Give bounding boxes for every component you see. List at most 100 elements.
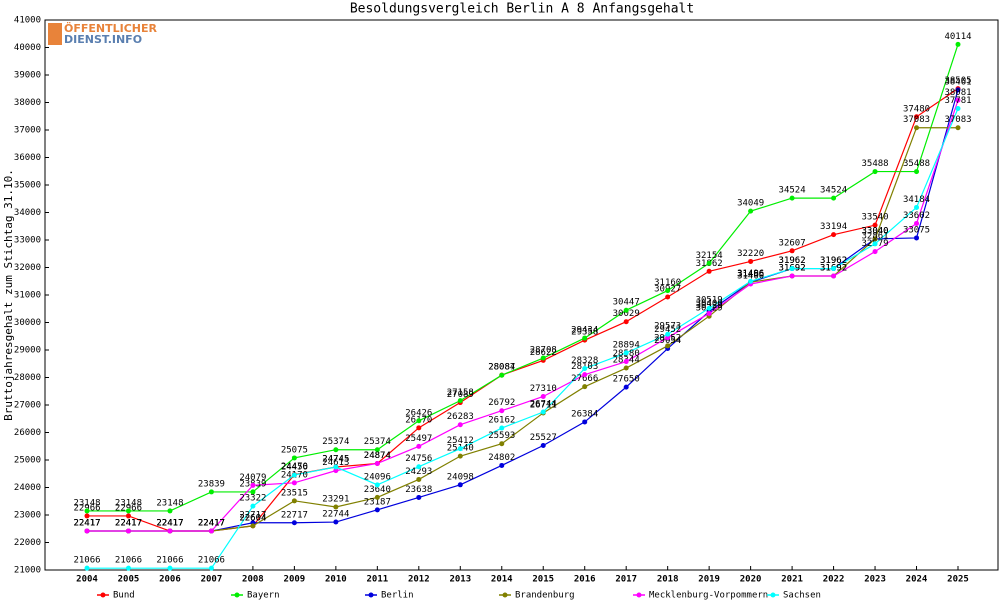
data-point xyxy=(540,393,546,399)
logo-text: ÖFFENTLICHER xyxy=(64,21,157,35)
data-point xyxy=(84,565,90,571)
data-label: 21066 xyxy=(73,556,100,566)
data-point xyxy=(250,523,256,529)
data-point xyxy=(333,447,339,453)
data-point xyxy=(914,220,920,226)
data-point xyxy=(457,482,463,488)
data-label: 22417 xyxy=(156,519,183,529)
data-point xyxy=(831,195,837,201)
data-point xyxy=(665,343,671,349)
data-point xyxy=(706,260,712,266)
data-label: 38505 xyxy=(944,76,971,86)
data-label: 23291 xyxy=(322,494,349,504)
x-tick-label: 2004 xyxy=(76,575,98,585)
data-label: 22417 xyxy=(73,519,100,529)
data-point xyxy=(333,519,339,525)
data-label: 28087 xyxy=(488,363,515,373)
data-point xyxy=(374,494,380,500)
x-tick-label: 2017 xyxy=(615,575,637,585)
data-point xyxy=(623,359,629,365)
data-label: 23322 xyxy=(239,494,266,504)
data-label: 31962 xyxy=(820,256,847,266)
data-label: 22417 xyxy=(115,519,142,529)
y-tick-label: 25000 xyxy=(14,456,41,466)
data-point xyxy=(333,464,339,470)
data-label: 25412 xyxy=(447,436,474,446)
data-point xyxy=(872,169,878,175)
x-tick-label: 2020 xyxy=(740,575,762,585)
x-tick-label: 2011 xyxy=(366,575,388,585)
series-line xyxy=(87,44,959,512)
data-point xyxy=(706,310,712,316)
data-label: 31962 xyxy=(779,256,806,266)
data-label: 24613 xyxy=(322,458,349,468)
data-label: 22604 xyxy=(239,513,266,523)
data-label: 37083 xyxy=(944,115,971,125)
data-point xyxy=(955,106,961,112)
series-line xyxy=(87,100,959,532)
data-point xyxy=(457,453,463,459)
data-label: 30029 xyxy=(613,309,640,319)
data-point xyxy=(831,232,837,238)
data-label: 37480 xyxy=(903,104,930,114)
data-label: 23515 xyxy=(281,488,308,498)
data-label: 31160 xyxy=(654,278,681,288)
y-tick-label: 41000 xyxy=(14,16,41,26)
data-label: 34524 xyxy=(820,186,847,196)
data-point xyxy=(499,441,505,447)
data-label: 33540 xyxy=(862,213,889,223)
data-label: 22417 xyxy=(198,519,225,529)
data-label: 22604 xyxy=(239,513,266,523)
data-point xyxy=(457,446,463,452)
data-label: 25075 xyxy=(281,445,308,455)
data-label: 23640 xyxy=(364,485,391,495)
data-point xyxy=(582,419,588,425)
data-label: 24470 xyxy=(281,462,308,472)
y-tick-label: 30000 xyxy=(14,318,41,328)
data-point xyxy=(665,331,671,337)
data-label: 22744 xyxy=(322,510,349,520)
chart-title: Besoldungsvergleich Berlin A 8 Anfangsge… xyxy=(350,2,694,17)
data-point xyxy=(914,204,920,210)
data-point xyxy=(914,169,920,175)
y-tick-label: 27000 xyxy=(14,401,41,411)
data-label: 26162 xyxy=(488,416,515,426)
data-label: 33040 xyxy=(862,226,889,236)
data-label: 33075 xyxy=(903,225,930,235)
data-point xyxy=(623,319,629,325)
data-label: 40114 xyxy=(944,32,971,42)
x-tick-label: 2013 xyxy=(449,575,471,585)
data-point xyxy=(374,447,380,453)
data-point xyxy=(167,528,173,534)
data-label: 24098 xyxy=(447,472,474,482)
data-point xyxy=(374,460,380,466)
y-tick-label: 21000 xyxy=(14,566,41,576)
data-label: 25593 xyxy=(488,431,515,441)
data-label: 34524 xyxy=(779,186,806,196)
data-point xyxy=(748,278,754,284)
data-point xyxy=(84,528,90,534)
data-point xyxy=(582,365,588,371)
data-point xyxy=(872,236,878,242)
x-tick-label: 2025 xyxy=(947,575,969,585)
x-tick-label: 2010 xyxy=(325,575,347,585)
data-point xyxy=(582,384,588,390)
data-point xyxy=(872,249,878,255)
legend-label: Brandenburg xyxy=(515,591,575,601)
data-point xyxy=(955,125,961,131)
data-label: 22417 xyxy=(156,519,183,529)
data-label: 24802 xyxy=(488,453,515,463)
data-point xyxy=(208,528,214,534)
data-label: 26384 xyxy=(571,409,598,419)
data-label: 31400 xyxy=(737,272,764,282)
data-label: 22417 xyxy=(156,519,183,529)
data-point xyxy=(831,266,837,272)
x-tick-label: 2009 xyxy=(284,575,306,585)
data-label: 30447 xyxy=(613,298,640,308)
data-label: 21066 xyxy=(198,556,225,566)
data-label: 28894 xyxy=(613,340,640,350)
data-label: 27158 xyxy=(447,388,474,398)
data-point xyxy=(623,350,629,356)
x-tick-label: 2016 xyxy=(574,575,596,585)
